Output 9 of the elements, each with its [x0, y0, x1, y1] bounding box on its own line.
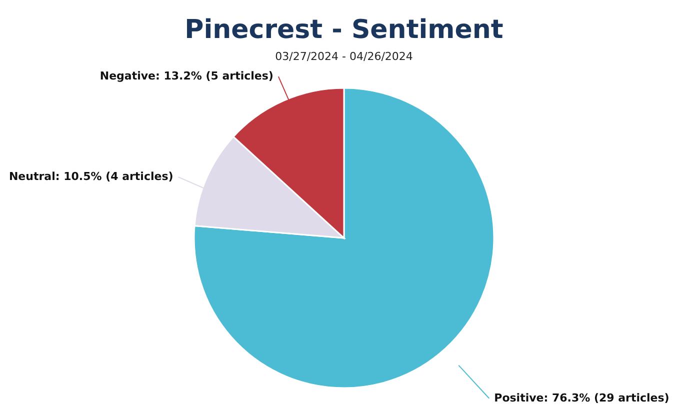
pie-slice	[193, 87, 495, 389]
chart-subtitle: 03/27/2024 - 04/26/2024	[275, 50, 413, 63]
slice-label: Positive	[494, 391, 544, 404]
data-label: : 13.2% (5 articles)	[156, 70, 274, 83]
data-label: : 10.5% (4 articles)	[55, 170, 174, 183]
slice-label: Neutral	[8, 170, 56, 183]
chart-title: Pinecrest - Sentiment	[184, 15, 504, 45]
data-label: : 76.3% (29 articles)	[544, 391, 670, 404]
slice-label: Negative	[100, 70, 156, 83]
